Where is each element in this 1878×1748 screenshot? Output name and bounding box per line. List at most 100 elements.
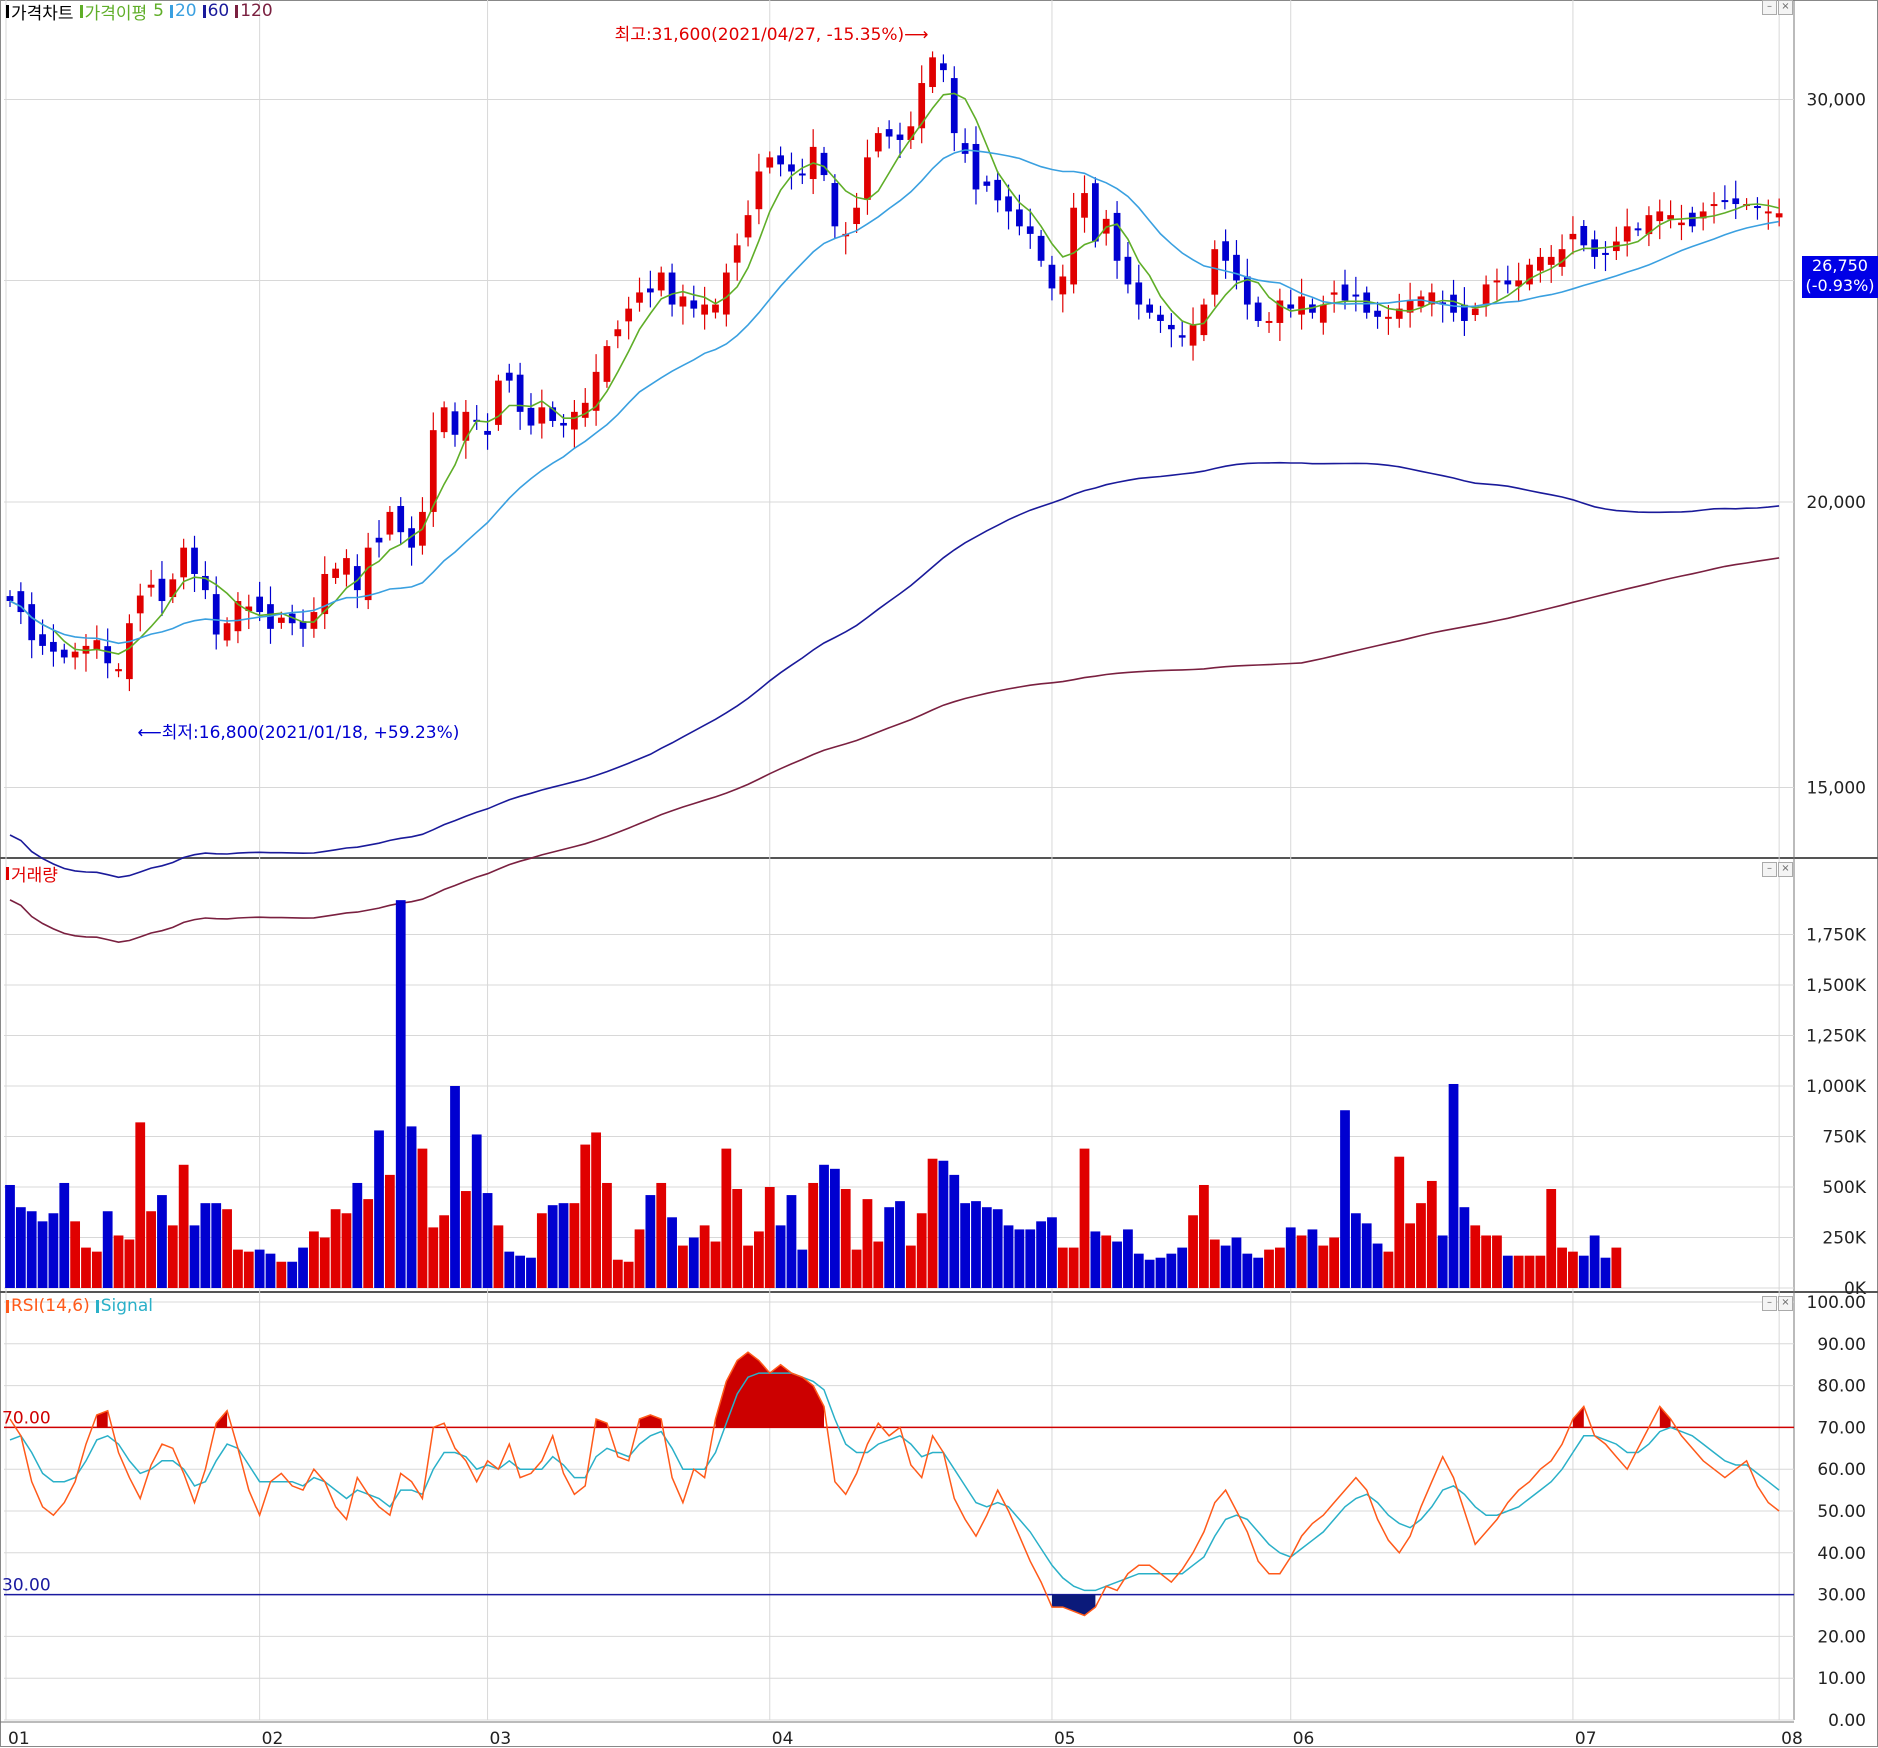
rsi-tick-label: 80.00 xyxy=(1817,1377,1866,1397)
candle-body xyxy=(136,595,144,614)
volume-bar xyxy=(319,1237,330,1288)
candle-body xyxy=(1243,276,1251,305)
candle-body xyxy=(1319,304,1327,323)
volume-bar xyxy=(1426,1180,1437,1288)
volume-bar xyxy=(1437,1235,1448,1288)
candle-body xyxy=(1732,198,1740,205)
legend-item[interactable]: RSI(14,6) xyxy=(6,1296,90,1316)
rsi-overbought-area xyxy=(1659,1406,1671,1428)
price-panel-minimize-icon[interactable]: – xyxy=(1762,0,1777,15)
candle-body xyxy=(397,505,405,533)
candle-body xyxy=(343,558,350,575)
volume-bar xyxy=(113,1235,124,1288)
legend-label: RSI(14,6) xyxy=(11,1296,90,1316)
current-price: 26,750 xyxy=(1812,256,1868,275)
volume-panel-minimize-icon[interactable]: – xyxy=(1762,862,1777,877)
volume-bar xyxy=(1057,1247,1068,1288)
candle-body xyxy=(1439,302,1447,305)
candle-body xyxy=(1265,320,1273,323)
candle-body xyxy=(1233,254,1240,281)
volume-bar xyxy=(1513,1255,1524,1288)
volume-bar xyxy=(298,1247,308,1288)
volume-bar xyxy=(1611,1247,1622,1288)
volume-tick-label: 0K xyxy=(1844,1279,1867,1299)
candle-body xyxy=(994,179,1002,201)
candle-body xyxy=(1504,280,1512,285)
candle-body xyxy=(1406,300,1414,313)
candle-body xyxy=(484,430,491,435)
candle-body xyxy=(918,83,926,129)
volume-bar xyxy=(1177,1247,1188,1288)
candle-body xyxy=(1298,296,1305,315)
rsi-panel-minimize-icon[interactable]: – xyxy=(1762,1296,1777,1311)
candle-body xyxy=(1482,284,1490,305)
candle-body xyxy=(332,568,339,578)
volume-tick-label: 500K xyxy=(1822,1178,1866,1198)
legend-item[interactable]: 가격차트 xyxy=(6,0,74,24)
candle-body xyxy=(1417,296,1425,307)
volume-bar xyxy=(775,1225,786,1288)
volume-bar xyxy=(1535,1255,1546,1288)
volume-bar xyxy=(602,1182,612,1288)
candle-body xyxy=(1645,215,1653,235)
candle-body xyxy=(798,173,806,176)
legend-item[interactable]: 5 xyxy=(153,1,164,21)
volume-bar xyxy=(91,1251,102,1288)
volume-bar xyxy=(1340,1110,1350,1288)
candle-body xyxy=(636,292,643,303)
candle-body xyxy=(1070,207,1078,285)
x-tick-label: 01 xyxy=(8,1729,30,1748)
rsi-tick-label: 90.00 xyxy=(1817,1335,1866,1355)
volume-bar xyxy=(1318,1245,1329,1288)
volume-bar xyxy=(840,1189,851,1288)
candle-body xyxy=(1200,304,1208,336)
x-tick-label: 05 xyxy=(1054,1729,1076,1748)
legend-item[interactable]: 가격이평 xyxy=(79,0,148,24)
legend-label: 가격이평 xyxy=(84,3,148,24)
candle-body xyxy=(1526,264,1533,285)
candle-body xyxy=(1688,212,1696,227)
candle-body xyxy=(191,547,198,574)
rsi-tick-label: 20.00 xyxy=(1817,1627,1866,1647)
candle-body xyxy=(657,272,665,291)
x-tick-label: 06 xyxy=(1293,1729,1315,1748)
candle-body xyxy=(277,617,285,623)
candle-body xyxy=(777,155,784,165)
volume-bar xyxy=(1112,1241,1122,1288)
candle-body xyxy=(961,143,969,154)
candle-body xyxy=(853,207,860,225)
candle-body xyxy=(147,584,155,588)
volume-bar xyxy=(102,1211,113,1288)
legend-item[interactable]: 거래량 xyxy=(6,861,58,886)
legend-item[interactable]: 20 xyxy=(169,1,197,21)
volume-bar xyxy=(1188,1215,1198,1288)
legend-item[interactable]: Signal xyxy=(95,1296,153,1316)
legend-item[interactable]: 120 xyxy=(235,1,273,21)
rsi-panel-close-icon[interactable]: × xyxy=(1778,1296,1793,1311)
candle-body xyxy=(755,171,763,210)
candle-body xyxy=(429,430,437,512)
volume-bar xyxy=(916,1213,927,1288)
candle-body xyxy=(614,329,622,337)
candle-body xyxy=(527,407,535,426)
volume-bar xyxy=(1568,1251,1578,1288)
legend-item[interactable]: 60 xyxy=(202,1,229,21)
volume-bar xyxy=(580,1144,591,1288)
volume-bar xyxy=(1448,1083,1459,1288)
candle-body xyxy=(712,304,719,313)
volume-panel-close-icon[interactable]: × xyxy=(1778,862,1793,877)
price-tick-label: 30,000 xyxy=(1807,90,1866,110)
volume-bar xyxy=(895,1201,905,1288)
price-panel-close-icon[interactable]: × xyxy=(1778,0,1793,15)
rsi-overbought-area xyxy=(1572,1406,1584,1428)
volume-bar xyxy=(1361,1223,1372,1288)
volume-bar xyxy=(1144,1259,1155,1288)
candle-body xyxy=(1754,206,1761,209)
volume-bar xyxy=(417,1148,428,1288)
rsi-overbought-area xyxy=(96,1410,108,1428)
price-tick-label: 20,000 xyxy=(1807,493,1866,513)
legend-label: 20 xyxy=(174,1,197,21)
volume-bar xyxy=(1578,1255,1589,1288)
volume-bar xyxy=(591,1132,601,1288)
candle-body xyxy=(1048,264,1056,289)
